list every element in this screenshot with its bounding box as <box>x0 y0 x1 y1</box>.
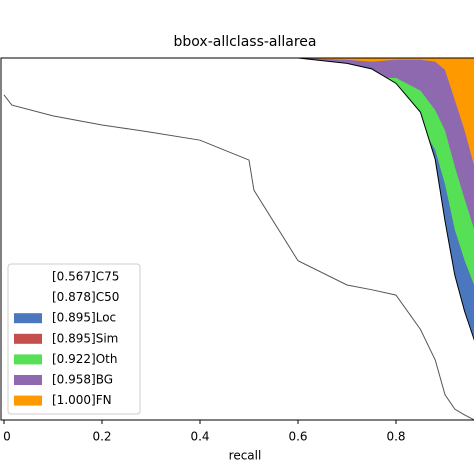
x-tick-label: 0 <box>3 430 11 444</box>
legend-label: [0.922]Oth <box>52 352 117 366</box>
x-tick-label: 0.8 <box>386 430 405 444</box>
legend-label: [0.895]Loc <box>52 311 116 325</box>
legend-label: [0.567]C75 <box>52 270 119 284</box>
legend-swatch <box>14 354 42 365</box>
legend-swatch <box>14 375 42 385</box>
legend-label: [0.895]Sim <box>52 331 118 345</box>
legend: [0.567]C75 [0.878]C50 [0.895]Loc [0.895]Sim… <box>7 263 141 415</box>
chart-title: bbox-allclass-allarea <box>174 34 317 50</box>
x-tick-label: 0.6 <box>288 430 307 444</box>
x-tick-label: 0.2 <box>92 430 111 444</box>
legend-swatch <box>14 272 42 282</box>
legend-swatch <box>14 333 42 344</box>
legend-swatch <box>14 395 42 406</box>
legend-label: [0.878]C50 <box>52 290 119 304</box>
legend-label: [1.000]FN <box>52 393 112 407</box>
legend-label: [0.958]BG <box>52 373 113 387</box>
legend-swatch <box>14 313 42 324</box>
x-axis-label: recall <box>229 449 262 463</box>
legend-swatch <box>14 292 42 303</box>
pr-curve <box>3 94 474 421</box>
x-tick-label: 0.4 <box>190 430 209 444</box>
plot-frame <box>0 57 474 421</box>
